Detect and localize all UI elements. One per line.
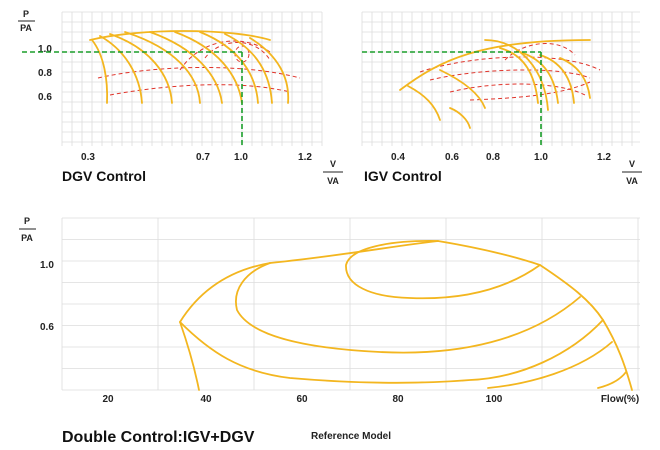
double-ylabel-num: P — [24, 216, 30, 226]
dgv-xtick-4: 1.2 — [298, 152, 312, 163]
dgv-xtick-2: 0.7 — [196, 152, 210, 163]
igv-xtick-5: 1.2 — [597, 152, 611, 163]
dgv-xlabel-den: VA — [327, 176, 339, 186]
dgv-ylabel-den: PA — [20, 23, 32, 33]
igv-xlabel-num: V — [629, 159, 635, 169]
double-xtick-2: 40 — [200, 394, 212, 405]
double-title: Double Control:IGV+DGV — [62, 429, 255, 446]
dgv-reference-lines — [22, 51, 243, 146]
igv-xtick-1: 0.4 — [391, 152, 405, 163]
igv-efficiency-curves — [419, 43, 601, 101]
double-ytick-2: 0.6 — [40, 322, 54, 333]
double-control-curves — [179, 240, 633, 391]
double-xtick-3: 60 — [296, 394, 308, 405]
dgv-ytick-2: 0.8 — [38, 68, 52, 79]
igv-title: IGV Control — [364, 168, 442, 184]
dgv-xtick-3: 1.0 — [234, 152, 248, 163]
double-xtick-4: 80 — [392, 394, 404, 405]
igv-xtick-3: 0.8 — [486, 152, 500, 163]
dgv-title: DGV Control — [62, 168, 146, 184]
igv-grid — [361, 11, 640, 146]
igv-xtick-2: 0.6 — [445, 152, 459, 163]
double-xtick-5: 100 — [486, 394, 503, 405]
double-grid — [61, 217, 640, 391]
igv-xlabel-den: VA — [626, 176, 638, 186]
igv-xlabel: V VA — [622, 159, 642, 186]
dgv-xlabel-num: V — [330, 159, 336, 169]
double-ylabel-den: PA — [21, 233, 33, 243]
igv-reference-lines — [362, 51, 542, 146]
dgv-ylabel: P PA — [18, 9, 35, 33]
dgv-ylabel-num: P — [23, 9, 29, 19]
igv-speed-curves — [399, 39, 591, 129]
dgv-xtick-1: 0.3 — [81, 152, 95, 163]
igv-xtick-4: 1.0 — [534, 152, 548, 163]
double-ylabel: P PA — [19, 216, 36, 243]
dgv-ytick-1: 1.0 — [38, 44, 52, 55]
double-xlabel: Flow(%) — [601, 394, 639, 405]
double-subtitle: Reference Model — [311, 431, 391, 442]
double-xtick-1: 20 — [102, 394, 114, 405]
double-ytick-1: 1.0 — [40, 260, 54, 271]
dgv-ytick-3: 0.6 — [38, 92, 52, 103]
dgv-xlabel: V VA — [323, 159, 343, 186]
dgv-speed-curves — [89, 30, 290, 104]
